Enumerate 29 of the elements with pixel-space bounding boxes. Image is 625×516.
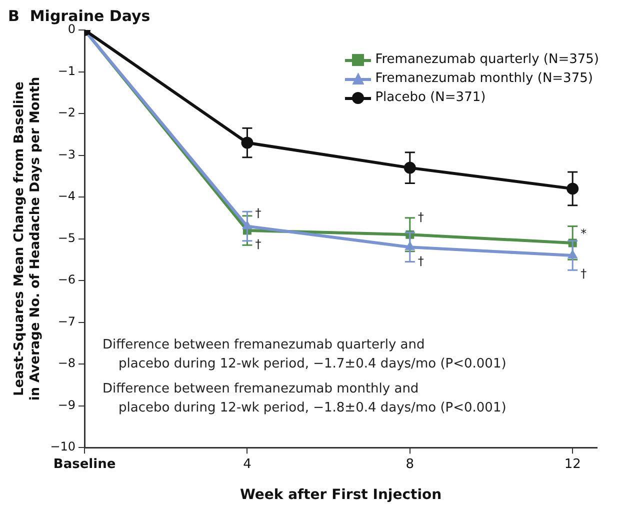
- y-tick-label: −8: [58, 356, 76, 370]
- legend-label: Fremanezumab quarterly (N=375): [375, 51, 599, 69]
- y-tick-label: −1: [58, 64, 76, 78]
- x-tick-label: 4: [243, 456, 252, 472]
- chart-title: B Migraine Days: [8, 6, 150, 25]
- annotation: Difference between fremanezumab monthly and placebo during 12-wk period, −1.8±0.4 days/mo (P<0.001): [102, 382, 506, 416]
- x-tick-label: Baseline: [53, 456, 116, 472]
- annotation: †: [255, 206, 262, 220]
- y-axis-title: Least-Squares Mean Change from Baseline in Average No. of Headache Days per Month: [12, 76, 43, 401]
- annotation: †: [418, 254, 424, 268]
- annotation: Difference between fremanezumab quarterly and placebo during 12-wk period, −1.7±0.4 days/mo (P<0.001): [102, 338, 506, 372]
- annotation: †: [418, 210, 424, 224]
- y-tick-label: 0: [68, 22, 76, 36]
- y-tick-label: −6: [58, 272, 76, 287]
- annotation: †: [580, 266, 587, 280]
- legend-label: Fremanezumab monthly (N=375): [375, 70, 593, 88]
- annotation: *: [580, 226, 587, 241]
- y-tick-label: −3: [58, 147, 76, 162]
- x-tick-label: 8: [406, 456, 414, 472]
- x-tick-label: 12: [564, 456, 581, 472]
- legend-label: Placebo (N=371): [375, 89, 486, 107]
- annotation: †: [255, 237, 262, 252]
- y-tick-label: −4: [58, 189, 76, 204]
- y-tick-label: −9: [58, 398, 76, 412]
- x-axis-title: Week after First Injection: [240, 487, 442, 504]
- y-tick-label: −5: [58, 230, 76, 245]
- y-tick-label: −10: [50, 440, 76, 454]
- y-tick-label: −2: [58, 106, 76, 120]
- y-tick-label: −7: [58, 314, 76, 328]
